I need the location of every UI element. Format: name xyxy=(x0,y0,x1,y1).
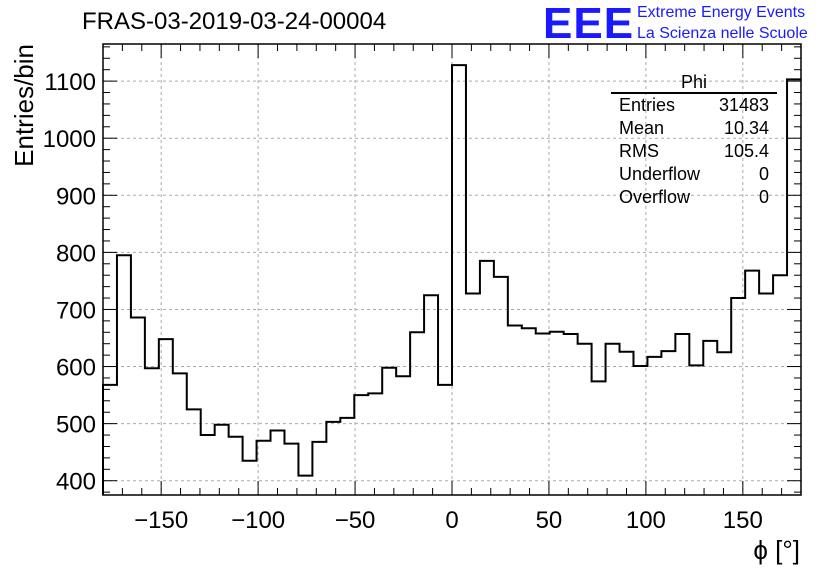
page-title: FRAS-03-2019-03-24-00004 xyxy=(82,8,387,35)
stats-value: 31483 xyxy=(718,95,769,115)
stats-row-entries: Entries 31483 xyxy=(611,94,777,117)
eee-logo-subtitle-2: La Scienza nelle Scuole xyxy=(637,25,808,42)
stats-row-mean: Mean 10.34 xyxy=(611,117,777,140)
x-tick-label: 50 xyxy=(536,507,563,534)
eee-logo: EEE xyxy=(543,0,635,48)
stats-value: 0 xyxy=(758,164,769,184)
stats-label: RMS xyxy=(619,141,659,161)
y-tick-label: 900 xyxy=(56,183,96,210)
x-tick-label: 150 xyxy=(723,507,763,534)
x-tick-label: −50 xyxy=(335,507,376,534)
y-tick-label: 600 xyxy=(56,355,96,382)
stats-value: 10.34 xyxy=(723,118,769,138)
stats-title: Phi xyxy=(611,72,777,94)
x-tick-label: −100 xyxy=(231,507,285,534)
stats-label: Underflow xyxy=(619,164,701,184)
stats-label: Overflow xyxy=(619,187,691,207)
histogram-series-phi xyxy=(102,64,801,495)
stats-label: Entries xyxy=(619,95,676,115)
y-tick-label: 700 xyxy=(56,297,96,324)
x-axis-label: ϕ [°] xyxy=(753,535,800,565)
x-tick-label: 100 xyxy=(626,507,666,534)
y-tick-label: 1100 xyxy=(44,69,96,96)
stats-box: Phi Entries 31483 Mean 10.34 RMS 105.4 U… xyxy=(611,72,777,209)
stats-row-overflow: Overflow 0 xyxy=(611,186,777,209)
y-tick-label: 1000 xyxy=(43,126,96,153)
y-tick-label: 400 xyxy=(56,469,96,496)
stats-value: 0 xyxy=(758,187,769,207)
y-tick-label: 800 xyxy=(56,240,96,267)
stats-value: 105.4 xyxy=(723,141,769,161)
stats-label: Mean xyxy=(619,118,665,138)
eee-logo-subtitle-1: Extreme Energy Events xyxy=(637,4,806,21)
stats-row-underflow: Underflow 0 xyxy=(611,163,777,186)
y-tick-label: 500 xyxy=(56,412,96,439)
x-tick-label: −150 xyxy=(134,507,188,534)
x-tick-label: 0 xyxy=(445,507,458,534)
y-axis-label: Entries/bin xyxy=(9,44,39,167)
stats-row-rms: RMS 105.4 xyxy=(611,140,777,163)
